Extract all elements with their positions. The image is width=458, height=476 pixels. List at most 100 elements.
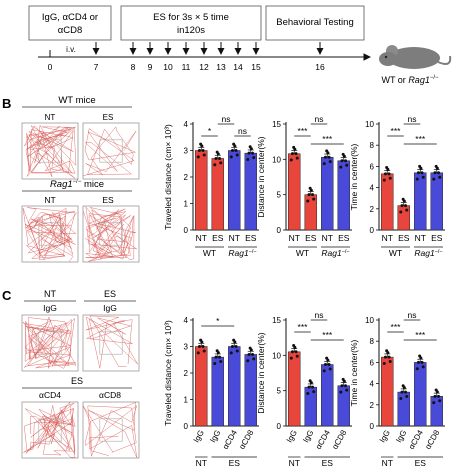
y-axis-label: Traveled distance (cm× 10³) — [163, 124, 173, 230]
y-tick-label: 1 — [184, 200, 189, 209]
data-point — [201, 345, 205, 348]
x-tick-label: ES — [245, 233, 257, 243]
y-axis-label: Time in center(%) — [349, 339, 359, 406]
data-point — [247, 352, 251, 356]
bar — [430, 172, 443, 231]
timeline-day-label: 15 — [251, 62, 261, 72]
data-point — [419, 166, 423, 170]
panel-c-es-igg-label: IgG — [103, 303, 117, 313]
x-tick-label: ES — [398, 233, 410, 243]
data-point — [323, 363, 327, 367]
data-point — [340, 384, 344, 388]
y-tick-label: 0 — [184, 422, 189, 431]
timeline-day-label: 9 — [148, 62, 153, 72]
y-tick-label: 1 — [184, 396, 189, 405]
data-point — [295, 354, 299, 358]
y-tick-label: 2 — [184, 173, 189, 182]
data-point — [216, 152, 220, 156]
significance-label: *** — [391, 322, 402, 332]
x-tick-label: IgG — [285, 429, 299, 445]
significance-label: *** — [415, 330, 426, 340]
group-label-rag: Rag1−/− — [228, 248, 256, 258]
x-tick-label: IgG — [208, 429, 222, 445]
panel-b-rag-nt-label: NT — [44, 195, 55, 205]
data-point — [386, 351, 390, 355]
timeline-day-label: 14 — [233, 62, 243, 72]
panel-b-rag-title-sup: −/− — [73, 179, 82, 185]
bar — [211, 356, 224, 427]
y-tick-label: 2 — [184, 369, 189, 378]
bar — [381, 356, 394, 427]
data-point — [249, 147, 253, 151]
es-box-line1: ES for 3s × 5 time — [153, 12, 229, 23]
track-b-rag-es — [82, 205, 140, 263]
data-point — [247, 151, 251, 155]
data-point — [328, 367, 332, 371]
data-point — [202, 349, 206, 353]
group-label-nt: NT — [382, 458, 393, 468]
significance-label: ns — [238, 126, 247, 136]
data-point — [307, 193, 311, 197]
y-tick-label: 5 — [277, 191, 282, 200]
y-axis-label: Distance in center(%) — [256, 332, 266, 413]
data-point — [293, 147, 297, 151]
treatment-box — [28, 5, 112, 41]
group-label-es: ES — [322, 458, 334, 468]
data-point — [345, 163, 349, 167]
data-point — [233, 144, 237, 148]
bar — [321, 156, 334, 231]
significance-label: * — [208, 126, 212, 136]
y-tick-label: 10 — [365, 316, 374, 325]
data-point — [339, 390, 343, 394]
data-point — [388, 360, 392, 364]
data-point — [420, 171, 424, 175]
data-point — [327, 363, 331, 367]
data-point — [252, 156, 256, 160]
y-tick-label: 10 — [272, 155, 281, 164]
data-point — [246, 158, 250, 162]
data-point — [202, 153, 206, 157]
data-point — [252, 357, 256, 361]
timeline-day-label: 12 — [199, 62, 209, 72]
group-label-nt: NT — [289, 458, 300, 468]
data-point — [235, 349, 239, 353]
data-point — [197, 149, 201, 152]
data-point — [218, 156, 222, 160]
x-tick-label: NT — [382, 233, 393, 243]
data-point — [432, 401, 436, 405]
group-label-rag: Rag1−/− — [414, 248, 442, 258]
track-b-rag-nt — [21, 205, 79, 263]
data-point — [251, 352, 255, 356]
data-point — [213, 361, 217, 365]
y-tick-label: 10 — [272, 351, 281, 360]
data-point — [219, 360, 223, 364]
data-point — [399, 210, 403, 214]
bar — [381, 173, 394, 231]
panel-c-es-label-2: ES — [71, 376, 83, 386]
y-tick-label: 0 — [370, 226, 375, 235]
data-point — [311, 193, 315, 197]
data-point — [419, 356, 423, 360]
x-tick-label: αCD4 — [314, 428, 332, 451]
data-point — [200, 340, 204, 344]
x-tick-label: ES — [212, 233, 224, 243]
data-point — [293, 345, 297, 349]
data-point — [219, 161, 223, 165]
significance-label: * — [216, 316, 220, 326]
data-point — [405, 395, 409, 399]
y-axis-label: Time in center(%) — [349, 143, 359, 210]
data-point — [295, 156, 299, 160]
data-point — [433, 171, 437, 175]
data-point — [342, 379, 346, 383]
data-point — [326, 358, 330, 362]
data-point — [404, 204, 408, 208]
data-point — [251, 151, 255, 155]
data-point — [402, 386, 406, 390]
group-label-es: ES — [415, 458, 427, 468]
panel-c-es-label: ES — [104, 289, 116, 299]
significance-label: *** — [322, 134, 333, 144]
treatment-box-line2: αCD8 — [58, 25, 83, 36]
data-point — [388, 176, 392, 180]
